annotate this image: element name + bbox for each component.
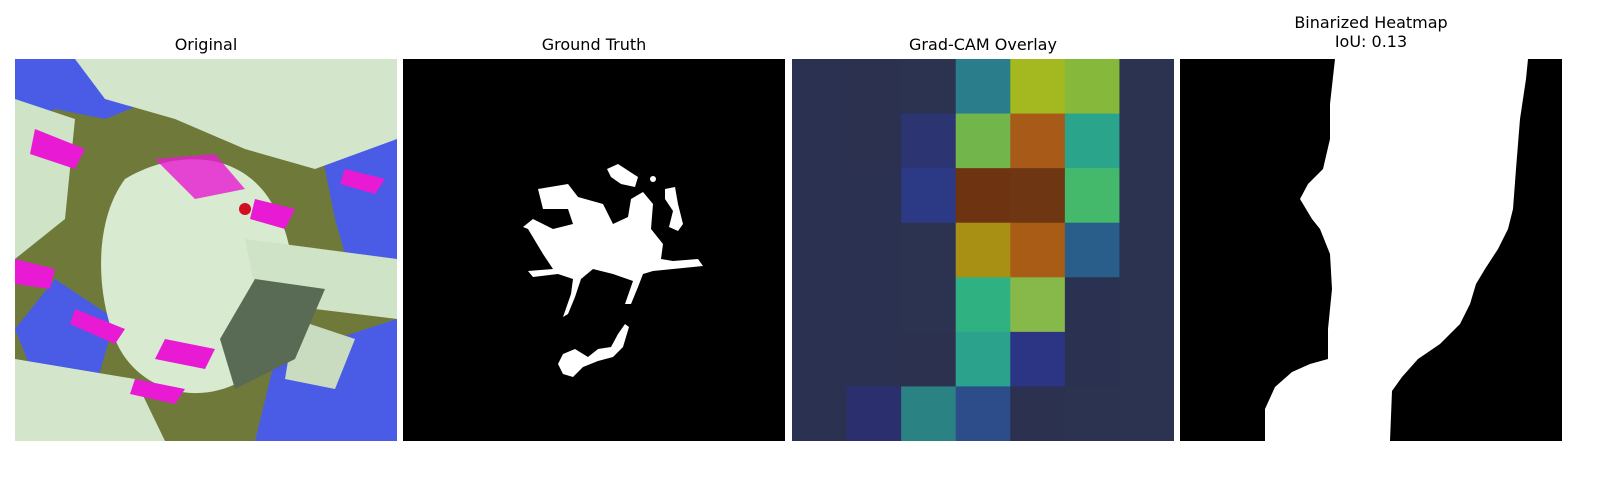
gradcam-cell [901, 386, 957, 441]
gradcam-cell [955, 59, 1011, 115]
gradcam-cell [955, 168, 1011, 224]
gradcam-cell [1010, 386, 1066, 441]
gradcam-cell [955, 277, 1011, 333]
gradcam-cell [1064, 168, 1121, 224]
panel-original: Original [15, 0, 397, 500]
gradcam-cell [792, 331, 848, 388]
gradcam-cell [1010, 277, 1066, 333]
gradcam-cell [901, 277, 957, 333]
panel-title-ground-truth: Ground Truth [541, 35, 647, 54]
ground-truth-mask [403, 59, 785, 441]
panel-title-iou: IoU: 0.13 [1334, 32, 1408, 51]
gradcam-cell [846, 222, 902, 278]
gradcam-cell [846, 168, 902, 224]
binarized-heatmap-svg [1180, 59, 1562, 441]
gradcam-cell [1010, 168, 1066, 224]
gradcam-cell [792, 386, 848, 441]
panel-gradcam-overlay: Grad-CAM Overlay [792, 0, 1174, 500]
gradcam-cell [1010, 59, 1066, 115]
gradcam-cell [1119, 386, 1174, 441]
gradcam-cell [1010, 113, 1066, 169]
gradcam-cell [1064, 277, 1121, 333]
gradcam-cell [955, 113, 1011, 169]
panel-title-binarized-line1: Binarized Heatmap [1294, 13, 1448, 32]
panel-binarized-heatmap: Binarized Heatmap IoU: 0.13 [1180, 0, 1562, 500]
gradcam-cell [901, 168, 957, 224]
gradcam-cell [846, 386, 902, 441]
gradcam-heatmap-svg [792, 59, 1174, 441]
panel-ground-truth: Ground Truth [403, 0, 785, 500]
gradcam-cell [1119, 277, 1174, 333]
gradcam-cell [1064, 386, 1121, 441]
gradcam-cell [901, 59, 957, 115]
gradcam-cell [1119, 222, 1174, 278]
gradcam-cell [1010, 222, 1066, 278]
ground-truth-mask-svg [403, 59, 785, 441]
gradcam-cell [792, 168, 848, 224]
gradcam-cell [901, 113, 957, 169]
gradcam-cell [846, 331, 902, 388]
gradcam-cell [1064, 222, 1121, 278]
panel-title-binarized: Binarized Heatmap IoU: 0.13 [1180, 13, 1562, 51]
gradcam-cell [846, 113, 902, 169]
gradcam-cell [846, 277, 902, 333]
binarized-heatmap [1180, 59, 1562, 441]
gradcam-cell [1064, 113, 1121, 169]
panel-title-gradcam: Grad-CAM Overlay [909, 35, 1057, 54]
gradcam-cell [901, 222, 957, 278]
gradcam-cell [792, 113, 848, 169]
gradcam-cell [955, 386, 1011, 441]
gradcam-cell [1119, 113, 1174, 169]
gradcam-cell [1010, 331, 1066, 388]
gradcam-cell [792, 277, 848, 333]
gradcam-cell [955, 331, 1011, 388]
gradcam-cell [1064, 331, 1121, 388]
gradcam-cell [1119, 331, 1174, 388]
gradcam-cell [846, 59, 902, 115]
gradcam-cell [792, 222, 848, 278]
gradcam-cell [792, 59, 848, 115]
gradcam-cell [901, 331, 957, 388]
gradcam-cell [1119, 59, 1174, 115]
gradcam-heatmap [792, 59, 1174, 441]
gradcam-cell [1119, 168, 1174, 224]
original-image [15, 59, 397, 441]
panel-title-original: Original [174, 35, 238, 54]
gradcam-cell [1064, 59, 1121, 115]
original-leaf-photo [15, 59, 397, 441]
gradcam-cell [955, 222, 1011, 278]
